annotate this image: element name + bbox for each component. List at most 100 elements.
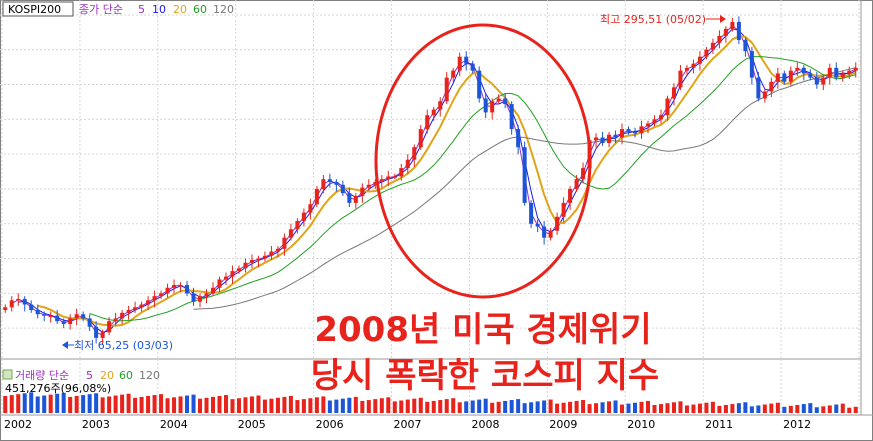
- candle-body: [366, 184, 371, 188]
- candle-body: [418, 129, 423, 148]
- candle-body: [29, 304, 34, 311]
- candle-body: [288, 229, 293, 238]
- ma10-line: [18, 28, 857, 333]
- volume-bar: [769, 403, 774, 413]
- candle-body: [743, 40, 748, 52]
- volume-bar: [120, 394, 125, 413]
- candle-body: [607, 134, 612, 144]
- volume-bar: [282, 396, 287, 413]
- candle-body: [801, 67, 806, 74]
- volume-bar: [55, 393, 60, 413]
- volume-bar: [665, 403, 670, 413]
- volume-bar: [217, 395, 222, 413]
- symbol-box[interactable]: [2, 1, 74, 17]
- volume-bar: [373, 399, 378, 413]
- candle-body: [438, 101, 443, 110]
- x-tick-label: 2003: [82, 418, 110, 431]
- volume-bar: [827, 405, 832, 413]
- volume-bar: [749, 406, 754, 413]
- volume-bar: [503, 400, 508, 413]
- candle-body: [275, 248, 280, 252]
- x-tick-label: 2008: [471, 418, 499, 431]
- volume-bar: [327, 400, 332, 413]
- volume-bar: [561, 402, 566, 413]
- volume-value-label: 451,276주(96,08%): [5, 382, 111, 395]
- candle-body: [399, 168, 404, 177]
- candle-body: [262, 255, 267, 259]
- candle-body: [412, 147, 417, 160]
- candle-body: [373, 182, 378, 185]
- x-tick-label: 2011: [705, 418, 733, 431]
- candle-body: [581, 168, 586, 180]
- volume-bar: [723, 404, 728, 413]
- volume-bar: [418, 397, 423, 413]
- volume-legend-ma120: 120: [139, 369, 160, 382]
- volume-bar: [834, 404, 839, 413]
- candle-body: [74, 314, 79, 319]
- volume-legend-ma5: 5: [86, 369, 93, 382]
- candle-body: [821, 77, 826, 85]
- volume-bars: [3, 392, 858, 413]
- candle-body: [431, 109, 436, 116]
- candle-body: [749, 51, 754, 78]
- volume-bar: [632, 402, 638, 413]
- candle-body: [308, 204, 313, 213]
- volume-bar: [146, 395, 151, 413]
- candle-body: [594, 137, 599, 141]
- volume-bar: [607, 401, 612, 413]
- high-label: 최고 295,51 (05/02): [600, 13, 706, 26]
- volume-bar: [198, 398, 203, 413]
- volume-bar: [671, 402, 676, 413]
- candle-body: [704, 49, 709, 57]
- volume-bar: [801, 404, 806, 413]
- candle-body: [256, 258, 261, 261]
- candle-body: [717, 35, 722, 43]
- candle-body: [405, 159, 410, 169]
- volume-bar: [620, 404, 625, 413]
- volume-bar: [152, 395, 157, 413]
- candle-body: [665, 98, 670, 116]
- volume-bar: [94, 393, 99, 413]
- volume-bar: [756, 405, 761, 413]
- candle-body: [146, 300, 151, 305]
- volume-bar: [230, 399, 235, 413]
- volume-bar: [581, 400, 586, 413]
- volume-bar: [405, 399, 410, 413]
- volume-bar: [334, 399, 339, 413]
- candle-body: [535, 223, 540, 227]
- volume-bar: [185, 395, 190, 413]
- volume-bar: [295, 400, 300, 413]
- volume-bar: [314, 397, 319, 413]
- legend-ma20: 20: [173, 3, 187, 16]
- volume-toggle-icon[interactable]: [2, 369, 13, 380]
- candle-body: [327, 179, 332, 182]
- candle-body: [16, 298, 21, 301]
- x-tick-label: 2002: [4, 418, 32, 431]
- legend-ma10: 10: [152, 3, 166, 16]
- candle-body: [639, 126, 644, 134]
- candle-body: [321, 179, 326, 189]
- candle-body: [48, 315, 53, 318]
- volume-bar: [74, 395, 79, 413]
- candle-body: [120, 312, 125, 319]
- volume-bar: [379, 398, 384, 413]
- candle-body: [730, 21, 735, 29]
- volume-bar: [308, 398, 313, 413]
- volume-bar: [431, 400, 436, 413]
- candle-body: [133, 307, 138, 311]
- candle-body: [483, 98, 488, 113]
- volume-bar: [451, 398, 456, 413]
- candle-body: [178, 285, 183, 287]
- volume-bar: [275, 397, 280, 413]
- volume-bar: [42, 395, 47, 413]
- candle-body: [645, 123, 651, 127]
- candle-body: [191, 293, 196, 302]
- volume-bar: [522, 403, 527, 413]
- volume-bar: [87, 394, 92, 413]
- candle-body: [81, 314, 86, 319]
- candle-body: [795, 67, 800, 71]
- candle-body: [152, 296, 157, 301]
- candle-body: [107, 321, 112, 333]
- x-tick-label: 2007: [394, 418, 422, 431]
